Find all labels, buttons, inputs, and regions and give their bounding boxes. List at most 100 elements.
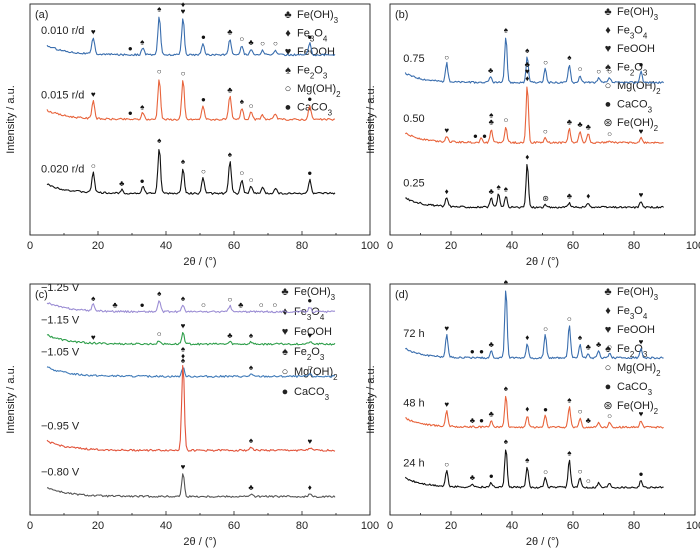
phase-marker: ● xyxy=(479,416,484,425)
phase-marker: ● xyxy=(307,296,312,305)
legend-entry: FeOOH xyxy=(617,43,655,55)
x-tick-label: 20 xyxy=(92,240,104,252)
legend-entry: CaCO3 xyxy=(617,381,653,397)
series-line xyxy=(46,16,336,57)
phase-marker: ♠ xyxy=(525,455,530,464)
panel-c: 0 20 40 60 80 100 2θ / (°) Intensity / a.u. (c) ♣… xyxy=(5,282,379,548)
series-line xyxy=(405,395,664,429)
phase-marker: ♦ xyxy=(308,483,312,492)
x-tick-label: 0 xyxy=(387,520,393,532)
legend-entry: Mg(OH)2 xyxy=(617,362,661,378)
phase-marker: ○ xyxy=(607,342,612,351)
legend-symbol: ♣ xyxy=(281,286,288,298)
x-tick-label: 0 xyxy=(387,240,393,252)
legend-entry: CaCO3 xyxy=(294,386,330,402)
series-line xyxy=(404,86,664,145)
phase-marker: ● xyxy=(307,95,312,104)
phase-marker: ● xyxy=(307,32,312,41)
phase-marker: ● xyxy=(543,405,548,414)
phase-marker: ● xyxy=(489,472,494,481)
phase-marker: ♣ xyxy=(567,118,573,127)
y-axis-label: Intensity / a.u. xyxy=(5,85,17,153)
series-label: 72 h xyxy=(403,328,424,340)
phase-marker: ♠ xyxy=(181,345,186,354)
phase-marker: ● xyxy=(201,33,206,42)
phase-marker: ○ xyxy=(444,53,449,62)
phase-marker: ♠ xyxy=(140,102,145,111)
phase-marker: ♠ xyxy=(181,356,186,365)
phase-marker: ● xyxy=(479,347,484,356)
phase-marker: ♠ xyxy=(228,150,233,159)
x-axis-label: 2θ / (°) xyxy=(526,536,559,548)
phase-marker: ♠ xyxy=(578,333,583,342)
phase-marker: ○ xyxy=(239,169,244,178)
phase-marker: ♠ xyxy=(489,111,494,120)
phase-marker: ● xyxy=(201,95,206,104)
legend-entry: FeOOH xyxy=(297,46,335,58)
legend-symbol: ● xyxy=(282,386,289,398)
x-tick-label: 40 xyxy=(160,520,172,532)
x-tick-label: 20 xyxy=(92,520,104,532)
x-tick-label: 80 xyxy=(296,240,308,252)
phase-marker: ○ xyxy=(444,460,449,469)
phase-marker: ♣ xyxy=(227,331,233,340)
series-line xyxy=(405,290,664,360)
phase-marker: ○ xyxy=(249,102,254,111)
legend-symbol: ● xyxy=(605,99,612,111)
legend-entry: FeOOH xyxy=(294,326,332,338)
series-label: 0.015 r/d xyxy=(41,90,84,102)
phase-marker: ♣ xyxy=(567,192,573,201)
phase-marker: ♣ xyxy=(525,60,531,69)
legend-symbol: ♥ xyxy=(282,326,289,338)
x-tick-label: 100 xyxy=(686,240,700,252)
legend-entry: Mg(OH)2 xyxy=(294,366,338,382)
phase-marker: ♥ xyxy=(307,331,312,340)
phase-marker: ♣ xyxy=(470,473,476,482)
phase-marker: ○ xyxy=(273,39,278,48)
series-label: −0.80 V xyxy=(41,467,80,479)
legend-symbol: ♦ xyxy=(605,305,611,317)
legend-entry: Fe3O4 xyxy=(617,305,648,321)
series-line xyxy=(46,300,336,314)
legend-symbol: ♠ xyxy=(282,346,288,358)
phase-marker: ♠ xyxy=(567,53,572,62)
phase-marker: ○ xyxy=(157,67,162,76)
phase-marker: ○ xyxy=(227,295,232,304)
phase-marker: ♥ xyxy=(639,409,644,418)
series-label: 0.010 r/d xyxy=(41,25,84,37)
legend-entry: Fe3O4 xyxy=(617,25,648,41)
phase-marker: ♠ xyxy=(249,331,254,340)
legend-symbol: ♦ xyxy=(605,25,611,37)
phase-marker: ♣ xyxy=(489,187,495,196)
series-line xyxy=(46,365,336,452)
legend-symbol: ○ xyxy=(282,366,289,378)
phase-marker: ♠ xyxy=(249,363,254,372)
legend-symbol: ♠ xyxy=(285,65,291,77)
phase-marker: ♠ xyxy=(181,294,186,303)
legend-entry: CaCO3 xyxy=(297,102,333,118)
phase-marker: ● xyxy=(639,469,644,478)
phase-marker: ♠ xyxy=(181,157,186,166)
phase-marker: ♥ xyxy=(639,338,644,347)
legend-entry: Fe(OH)2 xyxy=(617,117,659,133)
legend-entry: Fe2O3 xyxy=(297,65,328,81)
series-line xyxy=(46,79,336,121)
phase-marker: ○ xyxy=(91,162,96,171)
phase-marker: ♠ xyxy=(91,294,96,303)
legend-symbol: ○ xyxy=(285,83,292,95)
phase-marker: ● xyxy=(128,109,133,118)
series-line xyxy=(405,163,664,209)
series-label: −1.05 V xyxy=(41,347,80,359)
phase-marker: ♥ xyxy=(525,67,530,76)
series-label: 24 h xyxy=(403,457,424,469)
legend-symbol: ● xyxy=(605,381,612,393)
phase-marker: ○ xyxy=(543,467,548,476)
panel-label: (a) xyxy=(35,9,48,21)
phase-marker: ♦ xyxy=(525,333,529,342)
phase-marker: ○ xyxy=(607,67,612,76)
phase-marker: ♦ xyxy=(445,187,449,196)
phase-marker: ● xyxy=(128,44,133,53)
series-line xyxy=(46,149,336,195)
phase-marker: ♠ xyxy=(504,185,509,194)
phase-marker: ⊛ xyxy=(542,194,549,203)
